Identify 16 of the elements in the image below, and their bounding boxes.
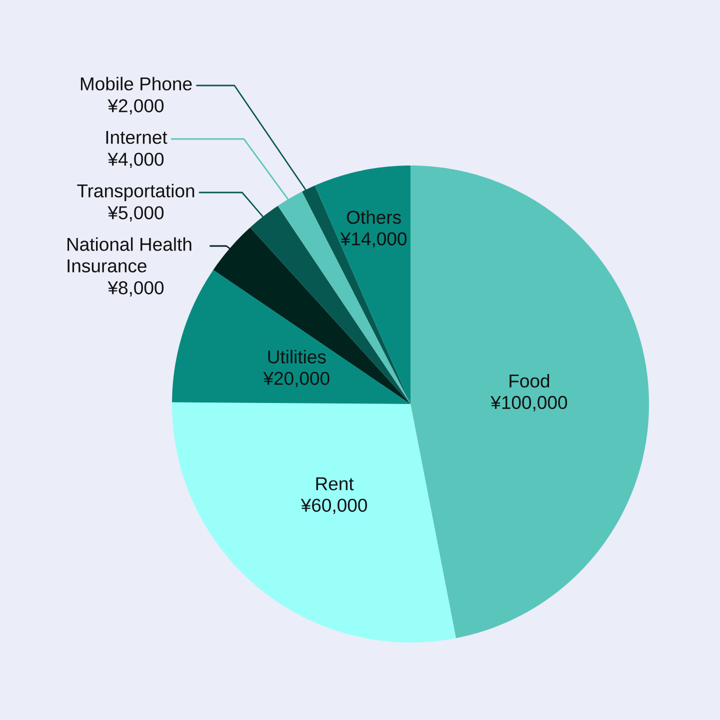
- data-label: ¥8,000: [108, 281, 164, 297]
- data-label: ¥20,000: [263, 372, 330, 388]
- slice-label: Others: [346, 210, 401, 224]
- slice-label: Food: [510, 374, 550, 388]
- slice-label: Internet: [106, 131, 168, 144]
- slice-label: Utilities: [268, 350, 326, 364]
- slice-label: Transportation: [77, 184, 194, 202]
- slice-label: Mobile Phone: [80, 76, 192, 90]
- data-label: ¥4,000: [108, 152, 164, 168]
- slice-label: Rent: [316, 477, 354, 490]
- data-label: ¥2,000: [108, 99, 164, 115]
- slice-label: National Health Insurance: [68, 237, 192, 272]
- data-label: ¥14,000: [340, 232, 407, 248]
- data-label: ¥60,000: [300, 498, 367, 514]
- data-label: ¥100,000: [490, 396, 568, 412]
- data-label: ¥5,000: [108, 206, 164, 222]
